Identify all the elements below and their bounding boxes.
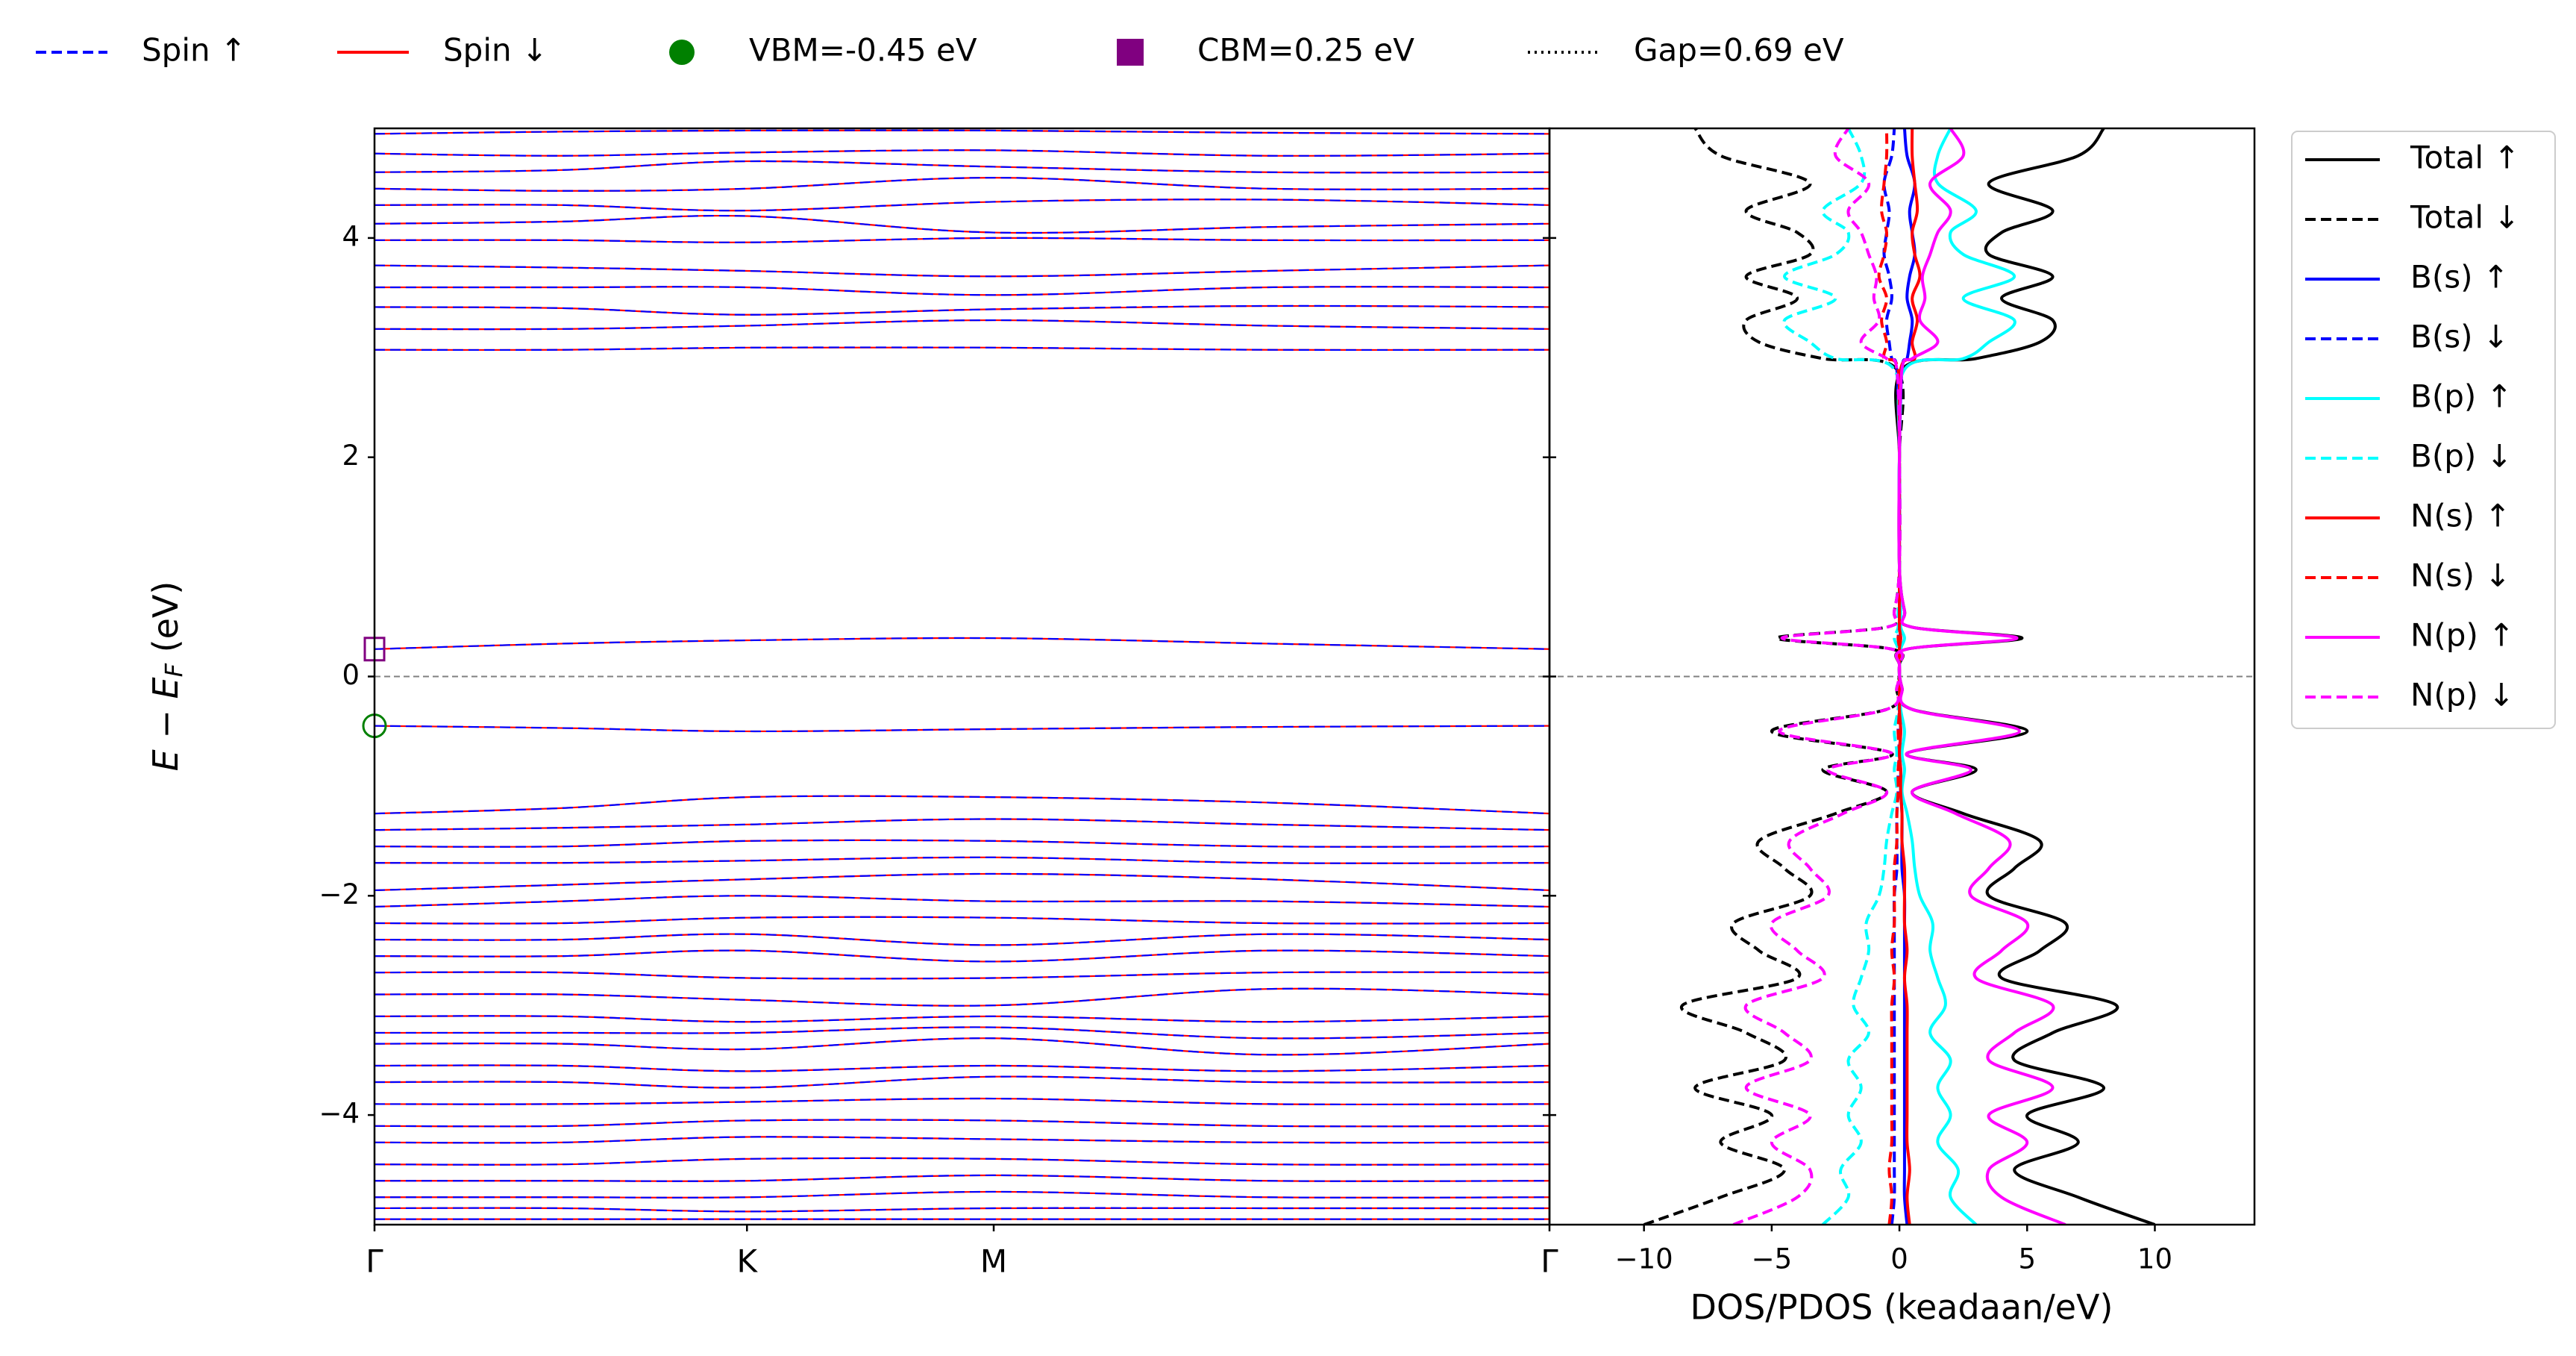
y-tick-label: 2 [342, 440, 360, 472]
y-tick-label: 0 [342, 659, 360, 691]
x-tick-label: Γ [1541, 1243, 1558, 1280]
legend-label: N(p) ↑ [2410, 617, 2514, 654]
band-line [375, 129, 1549, 135]
band-line [375, 856, 1549, 864]
band-line [375, 177, 1549, 192]
band-line [375, 637, 1549, 650]
band-line [375, 795, 1549, 815]
band-line [375, 949, 1549, 963]
y-tick-label: −4 [319, 1098, 360, 1130]
x-tick-label: 10 [2137, 1243, 2172, 1275]
band-line [375, 199, 1549, 212]
band-line [375, 214, 1549, 234]
band-line [375, 304, 1549, 316]
band-line [375, 933, 1549, 946]
band-line [375, 1064, 1549, 1072]
legend-label: VBM=-0.45 eV [749, 32, 977, 69]
dos-curve [1643, 128, 1905, 1225]
band-line [375, 1026, 1549, 1040]
legend-swatch [669, 40, 695, 65]
band-line [375, 264, 1549, 278]
band-line [375, 1037, 1549, 1056]
band-line [375, 319, 1549, 331]
x-tick-label: 0 [1890, 1243, 1908, 1275]
band-line [375, 1136, 1549, 1144]
x-tick-label: −10 [1615, 1243, 1673, 1275]
legend-label: B(p) ↓ [2410, 438, 2513, 475]
legend-label: Gap=0.69 eV [1634, 32, 1844, 69]
legend-label: B(p) ↑ [2410, 378, 2513, 415]
y-label-main: E − E [145, 677, 186, 771]
band-line [375, 1075, 1549, 1089]
legend-label: Total ↑ [2410, 140, 2520, 176]
band-line [375, 286, 1549, 296]
legend-label: Total ↓ [2410, 199, 2520, 236]
legend-label: CBM=0.25 eV [1197, 32, 1414, 69]
legend-label: N(s) ↓ [2410, 557, 2511, 594]
band-line [375, 177, 1549, 192]
legend-label: N(s) ↑ [2410, 498, 2511, 534]
band-line [375, 1037, 1549, 1056]
legend-label: N(p) ↓ [2410, 677, 2514, 713]
legend-label: B(s) ↑ [2410, 259, 2509, 296]
y-label-unit: (eV) [145, 581, 186, 663]
band-line [375, 795, 1549, 815]
band-plot [375, 129, 1549, 1220]
band-line [375, 987, 1549, 1007]
band-line [375, 1097, 1549, 1106]
y-axis-label: E − EF (eV) [145, 581, 189, 772]
band-line [375, 214, 1549, 234]
x-axis-label: DOS/PDOS (keadaan/eV) [1690, 1287, 2113, 1328]
x-tick-label: 5 [2018, 1243, 2036, 1275]
x-tick-label: −5 [1752, 1243, 1793, 1275]
y-tick-label: 4 [342, 220, 360, 252]
legend-label: Spin ↑ [142, 32, 246, 69]
band-line [375, 160, 1549, 174]
band-line [375, 149, 1549, 157]
band-line [375, 916, 1549, 925]
band-line [375, 237, 1549, 243]
y-label-sub: F [160, 663, 188, 677]
dos-curve [1894, 128, 2156, 1225]
dos-curve [1732, 128, 1905, 1225]
band-line [375, 1207, 1549, 1213]
band-line [375, 1015, 1549, 1023]
band-line [375, 818, 1549, 831]
band-line [375, 1157, 1549, 1166]
dos-curve [1894, 128, 2066, 1225]
band-line [375, 839, 1549, 848]
band-line [375, 1119, 1549, 1128]
x-tick-label: K [737, 1243, 759, 1280]
y-tick-label: −2 [319, 878, 360, 910]
band-line [375, 725, 1549, 733]
band-line [375, 872, 1549, 892]
band-line [375, 895, 1549, 908]
dos-plot [1643, 128, 2156, 1225]
band-line [375, 971, 1549, 980]
band-line [375, 1190, 1549, 1199]
band-line [375, 872, 1549, 892]
legend-label: B(s) ↓ [2410, 319, 2509, 355]
dos-frame [1548, 127, 2256, 1226]
band-line [375, 987, 1549, 1007]
band-line [375, 346, 1549, 352]
legend-swatch [1117, 39, 1144, 66]
band-line [375, 319, 1549, 331]
x-tick-label: Γ [366, 1243, 383, 1280]
band-line [375, 1174, 1549, 1182]
x-tick-label: M [980, 1243, 1007, 1280]
legend-label: Spin ↓ [443, 32, 548, 69]
